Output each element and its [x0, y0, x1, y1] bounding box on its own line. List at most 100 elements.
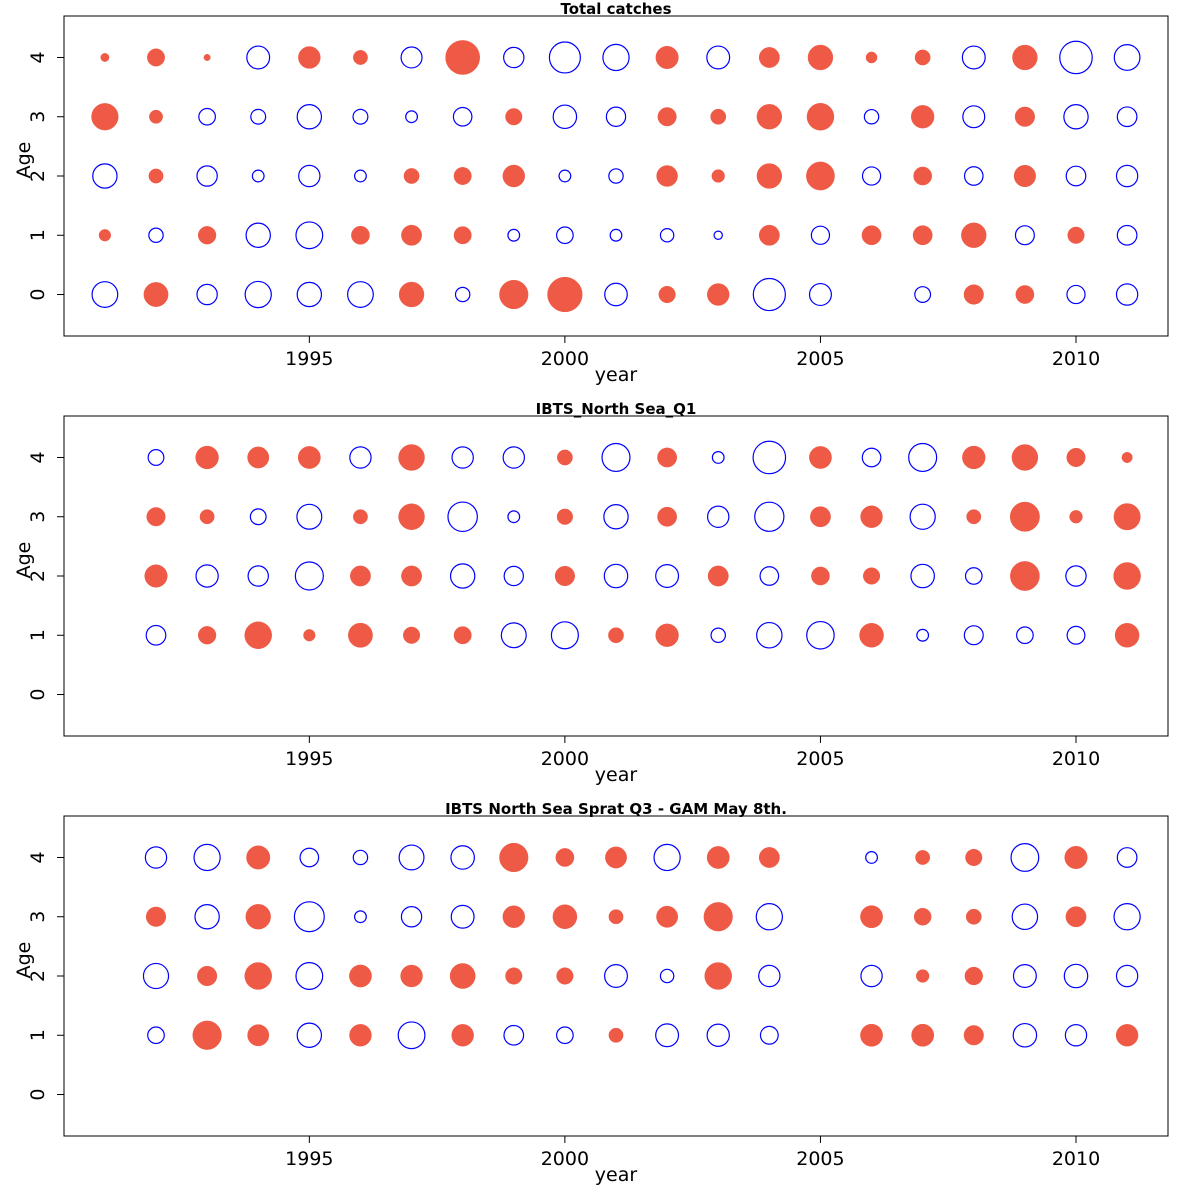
residual-bubble	[500, 622, 527, 649]
residual-bubble	[1116, 847, 1138, 868]
residual-bubble	[349, 1024, 372, 1047]
residual-bubble	[454, 286, 471, 303]
residual-bubble	[450, 904, 475, 929]
residual-bubble	[352, 108, 369, 125]
y-tick-label: 4	[27, 451, 49, 463]
residual-bubble	[147, 48, 165, 67]
residual-bubble	[503, 1024, 525, 1046]
residual-bubble	[1063, 963, 1089, 989]
residual-bubble	[450, 845, 475, 870]
residual-bubble	[707, 283, 730, 306]
residual-bubble	[759, 1025, 779, 1045]
y-axis-label: Age	[13, 942, 35, 979]
residual-bubble	[149, 109, 163, 124]
residual-bubble	[653, 843, 681, 872]
residual-bubble	[451, 446, 474, 469]
residual-bubble	[655, 45, 679, 69]
residual-bubble	[245, 904, 271, 930]
residual-bubble	[403, 626, 421, 644]
residual-bubble	[810, 225, 831, 245]
residual-bubble	[1064, 845, 1088, 869]
residual-bubble	[148, 227, 164, 244]
residual-bubble	[965, 848, 983, 867]
residual-bubble	[758, 224, 780, 246]
residual-bubble	[398, 844, 425, 871]
residual-bubble	[603, 563, 629, 589]
residual-bubble	[453, 167, 472, 185]
residual-bubble	[499, 279, 529, 310]
residual-bubble	[453, 626, 472, 645]
residual-bubble	[915, 850, 931, 865]
residual-bubble	[962, 445, 986, 470]
x-tick-label: 1995	[285, 1148, 333, 1170]
residual-bubble	[405, 110, 419, 124]
residual-bubble	[711, 169, 725, 183]
residual-bubble	[756, 104, 782, 130]
y-tick-label: 2	[27, 970, 49, 982]
x-tick-label: 2005	[796, 748, 844, 770]
residual-bubble	[1121, 452, 1133, 463]
residual-bubble	[861, 225, 882, 246]
residual-bubble	[296, 104, 323, 130]
residual-bubble	[403, 168, 420, 184]
residual-bubble	[558, 169, 572, 183]
residual-bubble	[299, 847, 320, 868]
residual-bubble	[397, 1021, 426, 1050]
y-tick-label: 4	[27, 851, 49, 863]
residual-bubble	[754, 501, 785, 532]
residual-bubble	[1010, 561, 1040, 591]
residual-bubble	[507, 228, 521, 242]
residual-bubble	[250, 108, 267, 125]
residual-bubble	[143, 282, 169, 307]
y-tick-label: 1	[27, 229, 49, 241]
residual-bubble	[603, 963, 628, 988]
x-tick-label: 2000	[541, 748, 589, 770]
chart-title: IBTS North Sea Sprat Q3 - GAM May 8th.	[445, 800, 787, 818]
residual-bubble	[91, 103, 119, 131]
residual-bubble	[1113, 903, 1141, 931]
residual-bubble	[197, 226, 217, 245]
residual-bubble	[809, 446, 832, 469]
residual-bubble	[963, 284, 984, 305]
residual-bubble	[1116, 106, 1138, 128]
residual-bubble	[807, 44, 834, 71]
plot-frame	[63, 415, 1169, 737]
residual-bubble	[196, 165, 218, 187]
residual-bubble	[961, 45, 986, 70]
residual-bubble	[913, 908, 932, 926]
residual-bubble	[352, 849, 369, 866]
y-axis-label: Age	[13, 542, 35, 579]
residual-bubble	[147, 1026, 165, 1045]
residual-bubble	[1066, 447, 1086, 467]
residual-bubble	[145, 906, 167, 927]
residual-bubble	[605, 846, 627, 869]
residual-bubble	[756, 163, 782, 189]
residual-bubble	[1067, 226, 1085, 244]
x-axis-label: year	[595, 364, 638, 386]
residual-bubble	[445, 40, 480, 75]
residual-bubble	[144, 564, 168, 588]
x-axis-label: year	[595, 764, 638, 786]
residual-bubble	[452, 106, 473, 127]
residual-bubble	[447, 501, 478, 533]
residual-bubble	[347, 281, 374, 308]
residual-bubble	[806, 161, 835, 191]
residual-bubble	[861, 447, 882, 468]
residual-bubble	[449, 963, 476, 989]
residual-bubble	[1113, 503, 1141, 531]
residual-bubble	[147, 449, 165, 466]
residual-bubble	[752, 277, 786, 312]
residual-bubble	[92, 163, 118, 189]
residual-bubble	[860, 1023, 883, 1047]
residual-bubble	[556, 508, 573, 525]
residual-bubble	[198, 107, 216, 126]
residual-bubble	[453, 226, 472, 245]
residual-bubble	[758, 964, 781, 988]
residual-bubble	[707, 565, 729, 587]
residual-bubble	[557, 449, 573, 466]
residual-bubble	[659, 227, 675, 243]
residual-bubble	[247, 446, 270, 469]
residual-bubble	[752, 440, 787, 475]
residual-bubble	[199, 509, 215, 525]
